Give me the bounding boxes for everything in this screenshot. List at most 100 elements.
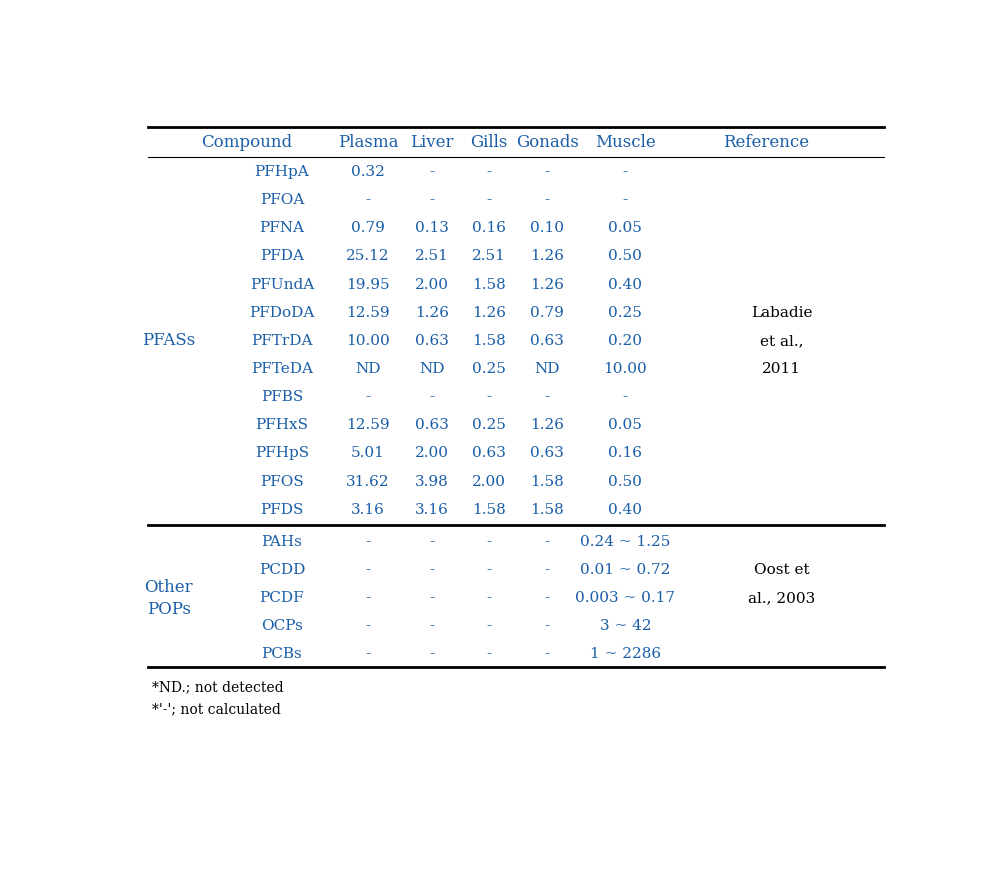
Text: 1.26: 1.26 <box>531 277 564 291</box>
Text: al., 2003: al., 2003 <box>748 590 815 605</box>
Text: 3.16: 3.16 <box>350 502 385 516</box>
Text: 0.25: 0.25 <box>472 418 506 432</box>
Text: PFUndA: PFUndA <box>250 277 314 291</box>
Text: 1.26: 1.26 <box>531 418 564 432</box>
Text: PFOS: PFOS <box>260 474 304 488</box>
Text: -: - <box>366 590 371 605</box>
Text: 5.01: 5.01 <box>350 446 385 460</box>
Text: 1.58: 1.58 <box>472 277 506 291</box>
Text: 1.58: 1.58 <box>531 474 564 488</box>
Text: -: - <box>486 562 491 576</box>
Text: 10.00: 10.00 <box>603 362 648 375</box>
Text: PFHpS: PFHpS <box>255 446 309 460</box>
Text: -: - <box>486 389 491 404</box>
Text: 0.63: 0.63 <box>531 334 564 348</box>
Text: -: - <box>545 389 550 404</box>
Text: 0.63: 0.63 <box>415 334 449 348</box>
Text: 10.00: 10.00 <box>346 334 390 348</box>
Text: 0.13: 0.13 <box>415 221 449 235</box>
Text: 0.16: 0.16 <box>608 446 642 460</box>
Text: -: - <box>366 562 371 576</box>
Text: 1.26: 1.26 <box>471 305 506 320</box>
Text: 3.16: 3.16 <box>415 502 449 516</box>
Text: 1.58: 1.58 <box>472 334 506 348</box>
Text: PAHs: PAHs <box>262 534 302 548</box>
Text: -: - <box>366 534 371 548</box>
Text: -: - <box>622 193 628 207</box>
Text: *'-'; not calculated: *'-'; not calculated <box>152 701 281 715</box>
Text: Other
POPs: Other POPs <box>144 578 193 617</box>
Text: -: - <box>486 647 491 660</box>
Text: 0.003 ~ 0.17: 0.003 ~ 0.17 <box>575 590 676 605</box>
Text: 2.51: 2.51 <box>472 249 506 263</box>
Text: 0.05: 0.05 <box>608 418 642 432</box>
Text: -: - <box>429 562 434 576</box>
Text: 2.00: 2.00 <box>471 474 506 488</box>
Text: 3 ~ 42: 3 ~ 42 <box>599 619 652 633</box>
Text: Compound: Compound <box>201 135 292 151</box>
Text: 2011: 2011 <box>762 362 801 375</box>
Text: PCDD: PCDD <box>259 562 305 576</box>
Text: -: - <box>429 590 434 605</box>
Text: 0.01 ~ 0.72: 0.01 ~ 0.72 <box>580 562 671 576</box>
Text: 0.50: 0.50 <box>608 474 642 488</box>
Text: -: - <box>486 590 491 605</box>
Text: 12.59: 12.59 <box>346 305 390 320</box>
Text: -: - <box>545 193 550 207</box>
Text: -: - <box>486 193 491 207</box>
Text: et al.,: et al., <box>759 334 804 348</box>
Text: 0.50: 0.50 <box>608 249 642 263</box>
Text: Plasma: Plasma <box>337 135 398 151</box>
Text: PFHxS: PFHxS <box>256 418 308 432</box>
Text: -: - <box>366 389 371 404</box>
Text: PFOA: PFOA <box>260 193 304 207</box>
Text: PCBs: PCBs <box>262 647 302 660</box>
Text: PCDF: PCDF <box>260 590 304 605</box>
Text: 0.20: 0.20 <box>608 334 642 348</box>
Text: Gills: Gills <box>470 135 508 151</box>
Text: 1.58: 1.58 <box>531 502 564 516</box>
Text: -: - <box>545 590 550 605</box>
Text: 1 ~ 2286: 1 ~ 2286 <box>590 647 661 660</box>
Text: 0.25: 0.25 <box>608 305 642 320</box>
Text: PFDA: PFDA <box>260 249 304 263</box>
Text: PFTeDA: PFTeDA <box>251 362 313 375</box>
Text: 1.58: 1.58 <box>472 502 506 516</box>
Text: PFDoDA: PFDoDA <box>250 305 314 320</box>
Text: Liver: Liver <box>410 135 453 151</box>
Text: -: - <box>622 389 628 404</box>
Text: 0.24 ~ 1.25: 0.24 ~ 1.25 <box>580 534 671 548</box>
Text: -: - <box>545 647 550 660</box>
Text: -: - <box>545 165 550 179</box>
Text: 0.79: 0.79 <box>531 305 564 320</box>
Text: 0.40: 0.40 <box>608 277 642 291</box>
Text: 31.62: 31.62 <box>346 474 390 488</box>
Text: 12.59: 12.59 <box>346 418 390 432</box>
Text: -: - <box>545 619 550 633</box>
Text: *ND.; not detected: *ND.; not detected <box>152 680 283 693</box>
Text: 0.05: 0.05 <box>608 221 642 235</box>
Text: 2.00: 2.00 <box>415 277 449 291</box>
Text: -: - <box>429 389 434 404</box>
Text: OCPs: OCPs <box>261 619 303 633</box>
Text: PFTrDA: PFTrDA <box>251 334 313 348</box>
Text: ND: ND <box>419 362 444 375</box>
Text: 0.79: 0.79 <box>350 221 385 235</box>
Text: PFNA: PFNA <box>260 221 304 235</box>
Text: PFHpA: PFHpA <box>255 165 309 179</box>
Text: 2.51: 2.51 <box>415 249 449 263</box>
Text: Oost et: Oost et <box>753 562 810 576</box>
Text: ND: ND <box>355 362 381 375</box>
Text: PFDS: PFDS <box>260 502 304 516</box>
Text: Labadie: Labadie <box>750 305 813 320</box>
Text: 1.26: 1.26 <box>531 249 564 263</box>
Text: PFBS: PFBS <box>261 389 303 404</box>
Text: 2.00: 2.00 <box>415 446 449 460</box>
Text: ND: ND <box>535 362 560 375</box>
Text: -: - <box>429 165 434 179</box>
Text: -: - <box>486 619 491 633</box>
Text: -: - <box>366 647 371 660</box>
Text: -: - <box>429 619 434 633</box>
Text: -: - <box>486 534 491 548</box>
Text: 0.63: 0.63 <box>472 446 506 460</box>
